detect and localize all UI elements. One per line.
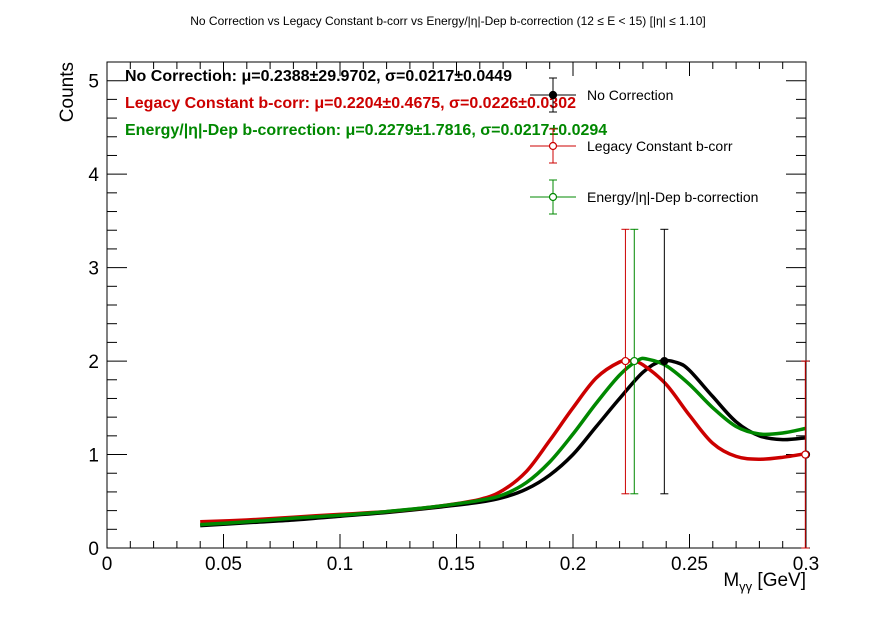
- data-point: [660, 356, 669, 366]
- legend: No Correction Legacy Constant b-corr Energ…: [530, 77, 758, 215]
- chart-title: No Correction vs Legacy Constant b-corr …: [190, 14, 706, 28]
- x-axis-title-unit: [GeV]: [752, 570, 806, 591]
- x-axis-title-subscript: γγ: [739, 579, 753, 594]
- x-axis-title: Mγγ [GeV]: [723, 570, 806, 594]
- fit-stat-value: μ=0.2204±0.4675, σ=0.0226±0.0302: [314, 95, 576, 112]
- fit-stat-line: Legacy Constant b-corr: μ=0.2204±0.4675,…: [125, 95, 576, 112]
- fit-stat-line: Energy/|η|-Dep b-correction: μ=0.2279±1.…: [125, 122, 607, 139]
- data-point: [621, 356, 630, 366]
- legend-marker: [548, 192, 558, 202]
- fit-stat-label: Energy/|η|-Dep b-correction:: [125, 122, 346, 139]
- y-axis-tick-labels: 0 1 2 3 4 5: [88, 72, 99, 560]
- fit-curves: [200, 356, 807, 528]
- legend-entry-label: Legacy Constant b-corr: [587, 138, 733, 154]
- fit-stat-label: Legacy Constant b-corr:: [125, 95, 314, 112]
- y-tick-label: 5: [88, 72, 99, 93]
- x-tick-label: 0.3: [793, 554, 819, 575]
- data-points: [621, 228, 811, 549]
- data-point: [630, 356, 639, 366]
- x-tick-label: 0.15: [438, 554, 475, 575]
- y-tick-label: 4: [88, 165, 99, 186]
- x-tick-label: 0.2: [560, 554, 586, 575]
- fit-curve: [200, 356, 807, 527]
- legend-entry-label: No Correction: [587, 87, 673, 103]
- data-point: [801, 450, 810, 459]
- y-tick-label: 3: [88, 259, 99, 280]
- x-tick-label: 0: [102, 554, 113, 575]
- legend-marker: [548, 90, 558, 100]
- y-tick-label: 1: [88, 446, 99, 467]
- fit-statistics: No Correction: μ=0.2388±29.9702, σ=0.021…: [125, 68, 607, 139]
- y-tick-label: 0: [88, 539, 99, 560]
- x-axis-title-main: M: [723, 570, 739, 591]
- y-axis-title: Counts: [57, 62, 78, 122]
- x-axis-ticks: [106, 62, 807, 548]
- y-tick-label: 2: [88, 352, 99, 373]
- x-tick-label: 0.05: [205, 554, 242, 575]
- fit-stat-value: μ=0.2279±1.7816, σ=0.0217±0.0294: [346, 122, 608, 139]
- fit-stat-label: No Correction:: [125, 68, 241, 85]
- x-axis-tick-labels: 0 0.05 0.1 0.15 0.2 0.25 0.3: [102, 554, 820, 575]
- fit-stat-value: μ=0.2388±29.9702, σ=0.0217±0.0449: [241, 68, 512, 85]
- x-tick-label: 0.1: [327, 554, 353, 575]
- legend-entry-label: Energy/|η|-Dep b-correction: [587, 189, 758, 205]
- fit-stat-line: No Correction: μ=0.2388±29.9702, σ=0.021…: [125, 68, 512, 85]
- x-tick-label: 0.25: [671, 554, 708, 575]
- legend-marker: [548, 141, 558, 151]
